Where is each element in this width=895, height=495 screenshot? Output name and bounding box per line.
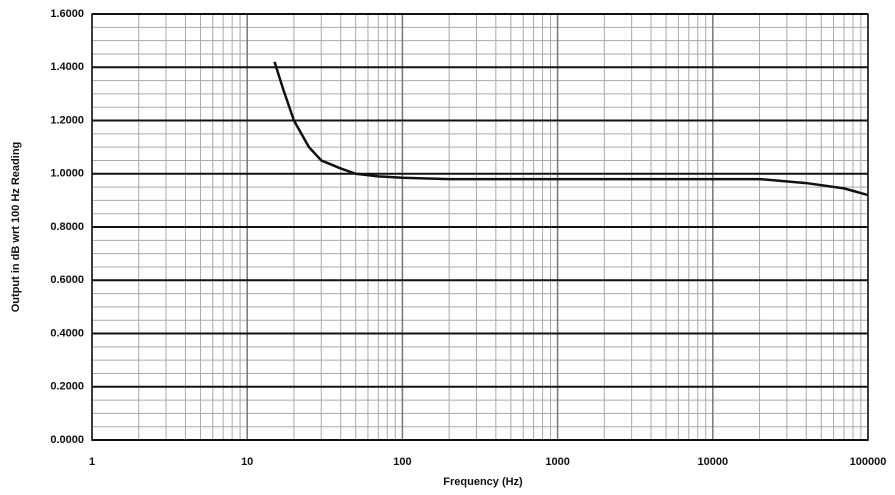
y-tick-label: 0.4000: [50, 327, 84, 339]
x-tick-label: 1000: [545, 456, 569, 468]
y-axis-label: Output in dB wrt 100 Hz Reading: [10, 142, 22, 313]
plot-frame: [91, 13, 869, 441]
x-tick-label: 100: [393, 456, 411, 468]
x-tick-label: 100000: [850, 456, 887, 468]
y-tick-label: 0.2000: [50, 381, 84, 393]
y-tick-label: 1.2000: [50, 114, 84, 126]
y-tick-label: 1.6000: [50, 8, 84, 20]
data-line: [273, 61, 869, 197]
y-tick-label: 0.0000: [50, 434, 84, 446]
y-tick-label: 0.8000: [50, 221, 84, 233]
x-tick-label: 10000: [698, 456, 729, 468]
x-tick-label: 10: [241, 456, 253, 468]
x-axis-label: Frequency (Hz): [443, 476, 523, 488]
x-tick-label: 1: [89, 456, 95, 468]
y-tick-label: 0.6000: [50, 274, 84, 286]
y-tick-label: 1.0000: [50, 168, 84, 180]
y-tick-label: 1.4000: [50, 61, 84, 73]
